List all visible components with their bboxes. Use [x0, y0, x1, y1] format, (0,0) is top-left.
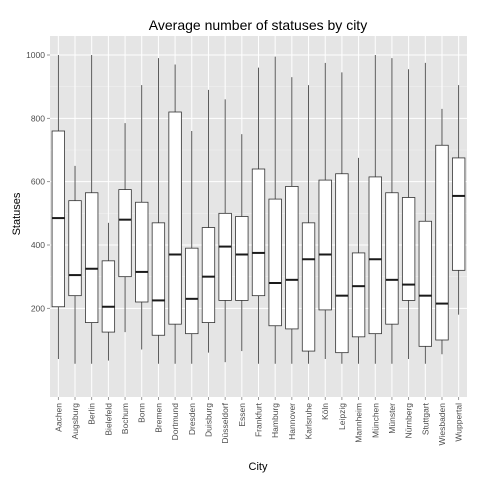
box-stuttgart — [418, 62, 432, 364]
x-tick-label: Bremen — [153, 403, 163, 433]
box-münchen — [368, 55, 382, 364]
x-tick-label: Stuttgart — [420, 402, 430, 435]
box-iqr — [168, 111, 182, 325]
x-tick-label: Bochum — [120, 403, 130, 434]
box-iqr — [68, 200, 82, 297]
boxes-group — [51, 55, 466, 364]
box-bochum — [118, 123, 132, 333]
box-wiesbaden — [435, 108, 449, 355]
box-augsburg — [68, 165, 82, 364]
box-hamburg — [268, 56, 282, 364]
x-tick-label: Hannover — [287, 403, 297, 440]
box-iqr — [368, 176, 382, 335]
box-iqr — [385, 192, 399, 325]
box-essen — [235, 134, 249, 352]
x-tick-label: Leipzig — [337, 403, 347, 430]
x-tick-label: Berlin — [87, 403, 97, 425]
box-berlin — [85, 55, 99, 364]
x-tick-label: Münster — [387, 403, 397, 434]
box-duisburg — [201, 89, 216, 353]
x-tick-label: Karlsruhe — [304, 403, 314, 440]
x-tick-label: Hamburg — [270, 403, 280, 438]
x-axis: Aachen Augsburg Berlin Bielefeld Bochum Bonn B… — [53, 397, 464, 446]
x-tick-label: Köln — [320, 403, 330, 420]
box-dortmund — [168, 64, 182, 364]
box-karlsruhe — [301, 85, 316, 364]
y-tick-label: 600 — [31, 177, 45, 187]
box-aachen — [51, 55, 65, 359]
x-tick-label: Wuppertal — [454, 403, 464, 442]
box-mannheim — [351, 157, 366, 364]
box-münster — [385, 58, 399, 364]
box-iqr — [218, 212, 232, 301]
y-axis: 200 400 600 800 1000 — [26, 50, 50, 313]
box-iqr — [268, 198, 282, 327]
box-iqr — [401, 197, 416, 301]
x-tick-label: Augsburg — [70, 403, 80, 440]
box-frankfurt — [251, 67, 266, 364]
box-bremen — [151, 58, 166, 364]
box-iqr — [85, 192, 99, 323]
box-wuppertal — [452, 85, 466, 315]
box-köln — [318, 62, 332, 359]
box-iqr — [201, 227, 216, 323]
box-dresden — [185, 131, 199, 364]
box-nürnberg — [401, 69, 416, 359]
box-iqr — [418, 220, 432, 347]
box-iqr — [118, 189, 132, 278]
box-leipzig — [335, 72, 349, 364]
box-iqr — [151, 222, 166, 336]
y-axis-title: Statuses — [11, 192, 23, 235]
x-tick-label: Bonn — [137, 403, 147, 423]
x-tick-label: Dresden — [187, 403, 197, 435]
y-tick-label: 400 — [31, 240, 45, 250]
box-düsseldorf — [218, 99, 232, 363]
box-iqr — [135, 201, 149, 303]
x-tick-label: Bielefeld — [103, 403, 113, 436]
box-iqr — [251, 168, 266, 297]
x-tick-label: Essen — [237, 403, 247, 427]
box-iqr — [335, 173, 349, 354]
box-iqr — [301, 222, 316, 352]
x-tick-label: Dortmund — [170, 403, 180, 441]
box-iqr — [101, 260, 116, 333]
box-hannover — [285, 77, 299, 364]
box-bonn — [135, 85, 149, 350]
x-tick-label: Wiesbaden — [437, 403, 447, 446]
chart-title: Average number of statuses by city — [149, 17, 367, 33]
box-iqr — [351, 252, 366, 338]
x-tick-label: Aachen — [53, 403, 63, 432]
y-tick-label: 200 — [31, 303, 45, 313]
box-iqr — [285, 186, 299, 330]
x-tick-label: Düsseldorf — [220, 402, 230, 443]
y-tick-label: 1000 — [26, 50, 45, 60]
box-bielefeld — [101, 222, 116, 361]
box-iqr — [185, 247, 199, 335]
box-iqr — [435, 144, 449, 341]
box-iqr — [318, 179, 332, 311]
x-tick-label: Duisburg — [203, 403, 213, 437]
y-tick-label: 800 — [31, 113, 45, 123]
x-tick-label: Frankfurt — [254, 402, 264, 437]
x-tick-label: Mannheim — [354, 403, 364, 443]
box-iqr — [235, 216, 249, 301]
box-iqr — [452, 157, 466, 271]
x-tick-label: München — [370, 403, 380, 438]
x-axis-title: City — [249, 461, 268, 473]
x-tick-label: Nürnberg — [404, 403, 414, 439]
